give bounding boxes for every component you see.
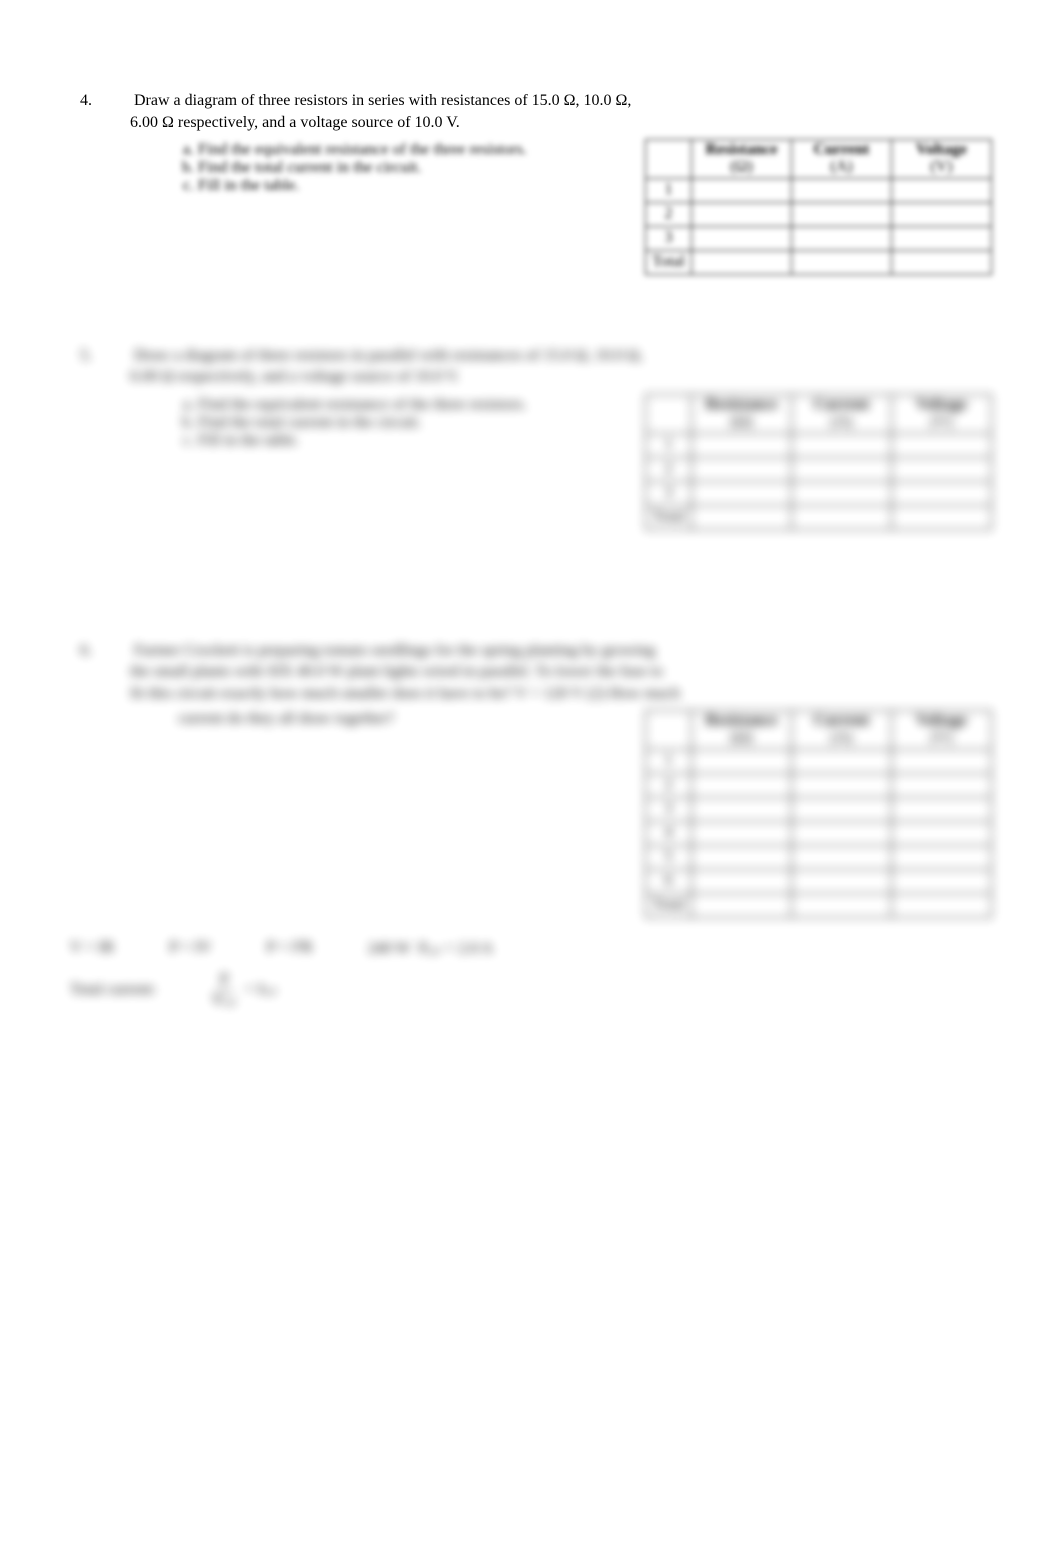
table-row: 3 bbox=[646, 481, 992, 505]
problem-5-task-a: Find the equivalent resistance of the th… bbox=[198, 396, 635, 414]
blank-header bbox=[646, 711, 692, 750]
problem-5-tasks: Find the equivalent resistance of the th… bbox=[178, 394, 635, 450]
problem-6-line1: Farmer Crockett is preparing tomato seed… bbox=[134, 642, 655, 659]
problem-4-task-c: Fill in the table. bbox=[198, 177, 635, 195]
problem-4-prompt: 4. Draw a diagram of three resistors in … bbox=[70, 90, 992, 133]
problem-4-table-wrap: Resistance(Ω) Current(A) Voltage(V) 1 2 … bbox=[635, 139, 992, 275]
total-current-label: Total current: bbox=[70, 981, 156, 999]
problem-4-tasks: Find the equivalent resistance of the th… bbox=[178, 139, 635, 195]
problem-6-work-line2: Total current: P Vₜₒₜ = Iₜₒₜ bbox=[70, 972, 992, 1009]
table-row: 3 bbox=[646, 797, 992, 821]
table-header-row: Resistance(Ω) Current(A) Voltage(V) bbox=[646, 711, 992, 750]
problem-6-table-wrap: Resistance(Ω) Current(A) Voltage(V) 1 2 … bbox=[635, 710, 992, 918]
problem-4-line2: 6.00 Ω respectively, and a voltage sourc… bbox=[130, 114, 460, 131]
problem-4: 4. Draw a diagram of three resistors in … bbox=[70, 90, 992, 275]
table-total-row: Total bbox=[646, 893, 992, 917]
blank-header bbox=[646, 140, 692, 179]
problem-4-task-b: Find the total current in the circuit. bbox=[198, 159, 635, 177]
table-row: 1 bbox=[646, 178, 992, 202]
table-header-row: Resistance(Ω) Current(A) Voltage(V) bbox=[646, 140, 992, 179]
table-row: 1 bbox=[646, 749, 992, 773]
resistance-header: Resistance(Ω) bbox=[692, 140, 792, 179]
problem-5-line1: Draw a diagram of three resistors in par… bbox=[134, 347, 643, 364]
problem-5-number: 5. bbox=[70, 345, 130, 367]
table-row: 2 bbox=[646, 202, 992, 226]
problem-5-table: Resistance(Ω) Current(A) Voltage(V) 1 2 … bbox=[645, 394, 992, 530]
table-total-row: Total bbox=[646, 505, 992, 529]
problem-5-prompt: 5. Draw a diagram of three resistors in … bbox=[70, 345, 992, 388]
table-row: 2 bbox=[646, 773, 992, 797]
current-header: Current(A) bbox=[792, 140, 892, 179]
table-row: 6 bbox=[646, 869, 992, 893]
problem-6-left: current do they all draw together? bbox=[178, 710, 635, 728]
current-header: Current(A) bbox=[792, 394, 892, 433]
table-total-row: Total bbox=[646, 250, 992, 274]
table-row: 4 bbox=[646, 821, 992, 845]
problem-6-prompt: 6. Farmer Crockett is preparing tomato s… bbox=[70, 640, 992, 705]
table-row: 1 bbox=[646, 433, 992, 457]
problem-4-number: 4. bbox=[70, 90, 130, 112]
table-row: 2 bbox=[646, 457, 992, 481]
resistance-header: Resistance(Ω) bbox=[692, 394, 792, 433]
problem-6-line4: current do they all draw together? bbox=[178, 710, 394, 727]
problem-4-table: Resistance(Ω) Current(A) Voltage(V) 1 2 … bbox=[645, 139, 992, 275]
problem-5-table-wrap: Resistance(Ω) Current(A) Voltage(V) 1 2 … bbox=[635, 394, 992, 530]
problem-4-task-a: Find the equivalent resistance of the th… bbox=[198, 141, 635, 159]
problem-6-table: Resistance(Ω) Current(A) Voltage(V) 1 2 … bbox=[645, 710, 992, 918]
problem-5-task-c: Fill in the table. bbox=[198, 432, 635, 450]
current-header: Current(A) bbox=[792, 711, 892, 750]
eq-p-iv: P = IV bbox=[169, 939, 211, 957]
voltage-header: Voltage(V) bbox=[892, 711, 992, 750]
table-header-row: Resistance(Ω) Current(A) Voltage(V) bbox=[646, 394, 992, 433]
blank-header bbox=[646, 394, 692, 433]
problem-5-line2: 6.00 Ω respectively, and a voltage sourc… bbox=[130, 368, 460, 385]
voltage-header: Voltage(V) bbox=[892, 140, 992, 179]
problem-6-line3: fit this circuit exactly how much smalle… bbox=[130, 685, 680, 702]
voltage-header: Voltage(V) bbox=[892, 394, 992, 433]
problem-4-line1: Draw a diagram of three resistors in ser… bbox=[134, 92, 631, 109]
table-row: 5 bbox=[646, 845, 992, 869]
problem-6-line2: the small plants with SIX 40.0 W plant l… bbox=[130, 663, 663, 680]
eq-v-ir: V = IR bbox=[70, 939, 114, 957]
problem-5: 5. Draw a diagram of three resistors in … bbox=[70, 345, 992, 530]
table-row: 3 bbox=[646, 226, 992, 250]
eq-power-value: 240 W Pₒₒₜ = 2.0 A bbox=[368, 938, 493, 958]
eq-p-i2r: P = I²R bbox=[267, 939, 313, 957]
resistance-header: Resistance(Ω) bbox=[692, 711, 792, 750]
problem-6-work-line1: V = IR P = IV P = I²R 240 W Pₒₒₜ = 2.0 A bbox=[70, 938, 992, 958]
problem-5-task-b: Find the total current in the circuit. bbox=[198, 414, 635, 432]
problem-6-number: 6. bbox=[70, 640, 130, 662]
eq-fraction: P Vₜₒₜ = Iₜₒₜ bbox=[211, 972, 277, 1009]
problem-6: 6. Farmer Crockett is preparing tomato s… bbox=[70, 640, 992, 1009]
